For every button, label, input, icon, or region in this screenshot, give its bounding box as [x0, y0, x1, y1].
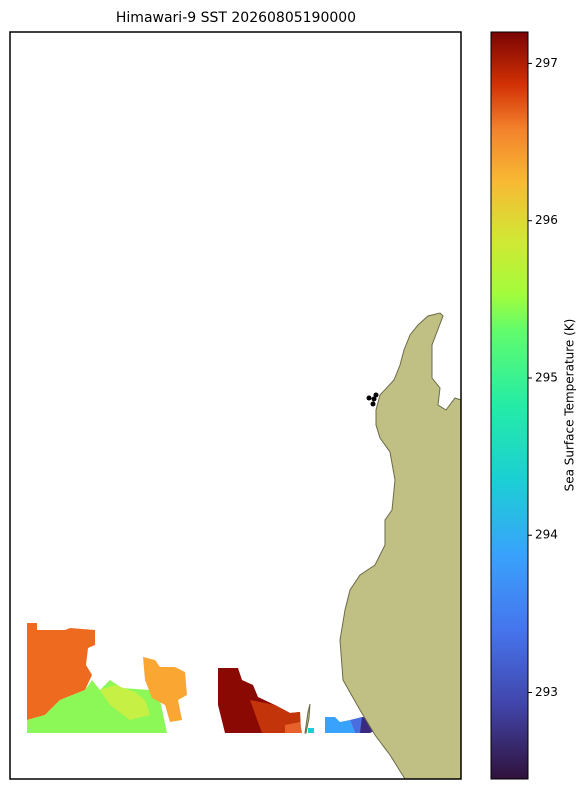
sst-patch [325, 717, 355, 733]
sst-patch [27, 623, 95, 720]
land [339, 312, 461, 779]
sst-field [27, 623, 376, 733]
colorbar-tick-label: 294 [535, 528, 558, 542]
marker [370, 401, 376, 407]
map-frame [9, 31, 462, 780]
map [27, 312, 461, 779]
colorbar-tick-label: 293 [535, 685, 558, 699]
colorbar-label: Sea Surface Temperature (K) [563, 319, 577, 492]
sst-patch [100, 685, 150, 720]
marker [371, 396, 377, 402]
island [304, 703, 311, 734]
colorbar-tick-label: 297 [535, 56, 558, 70]
colorbar-tick-label: 295 [535, 370, 558, 384]
marker [366, 395, 372, 401]
sst-patch [143, 657, 187, 722]
markers [366, 392, 379, 407]
colorbar [490, 31, 529, 780]
colorbar-tick-label: 296 [535, 213, 558, 227]
marker [373, 392, 379, 398]
sst-patch [308, 728, 314, 733]
map-title: Himawari-9 SST 20260805190000 [116, 10, 356, 26]
sst-patch [285, 722, 302, 733]
